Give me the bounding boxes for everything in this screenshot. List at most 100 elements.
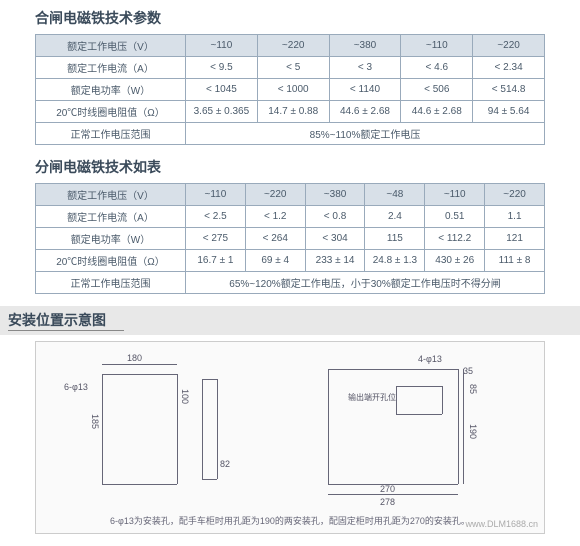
table-footer-row: 正常工作电压范围 65%~120%额定工作电压，小于30%额定工作电压时不得分闸 [36, 272, 545, 294]
col-header: ~380 [329, 35, 401, 57]
dim-label: 35 [463, 366, 473, 376]
table-cell: 2.4 [365, 206, 425, 228]
dim-label: 185 [90, 414, 100, 429]
closing-title: 合闸电磁铁技术参数 [35, 8, 545, 28]
table-cell: < 506 [401, 79, 473, 101]
diagram-banner-title: 安装位置示意图 [8, 310, 124, 331]
hole-label: 6-φ13 [64, 382, 88, 392]
col-header: ~48 [365, 184, 425, 206]
col-header: ~110 [401, 35, 473, 57]
table-cell: 69 ± 4 [245, 250, 305, 272]
dim-line [102, 374, 103, 484]
table-header-row: 额定工作电压（V） ~110 ~220 ~380 ~48 ~110 ~220 [36, 184, 545, 206]
table-cell: 233 ± 14 [305, 250, 365, 272]
table-cell: < 5 [257, 57, 329, 79]
table-cell: 115 [365, 228, 425, 250]
col-header: ~110 [186, 184, 246, 206]
table-cell: 94 ± 5.64 [473, 101, 545, 123]
dim-line [396, 386, 442, 387]
table-cell: 1.1 [485, 206, 545, 228]
table-row: 额定电功率（W）< 275< 264< 304115< 112.2121 [36, 228, 545, 250]
opening-section: 分闸电磁铁技术如表 额定工作电压（V） ~110 ~220 ~380 ~48 ~… [0, 149, 580, 298]
dim-line [396, 414, 442, 415]
dim-line [202, 379, 217, 380]
dim-line [202, 379, 203, 479]
table-cell: < 1045 [186, 79, 258, 101]
right-diagram: 输出端开孔位 4-φ13 270 278 190 85 35 [308, 354, 508, 504]
table-cell: 3.65 ± 0.365 [186, 101, 258, 123]
footer-label: 正常工作电压范围 [36, 272, 186, 294]
col-header: ~220 [473, 35, 545, 57]
table-cell: 0.51 [425, 206, 485, 228]
table-cell: 额定电功率（W） [36, 79, 186, 101]
left-diagram: 180 100 185 6-φ13 82 [72, 354, 252, 504]
col-header: 额定工作电压（V） [36, 184, 186, 206]
dim-label: 180 [127, 353, 142, 363]
table-cell: < 514.8 [473, 79, 545, 101]
dim-line [177, 374, 178, 484]
dim-line [217, 379, 218, 479]
slot-label: 输出端开孔位 [348, 392, 396, 403]
col-header: ~380 [305, 184, 365, 206]
dim-line [102, 364, 177, 365]
col-header: ~220 [485, 184, 545, 206]
table-cell: 14.7 ± 0.88 [257, 101, 329, 123]
table-row: 20℃时线圈电阻值（Ω）3.65 ± 0.36514.7 ± 0.8844.6 … [36, 101, 545, 123]
dim-label: 190 [468, 424, 478, 439]
table-cell: < 9.5 [186, 57, 258, 79]
dim-label: 100 [180, 389, 190, 404]
col-header: ~110 [186, 35, 258, 57]
table-cell: 111 ± 8 [485, 250, 545, 272]
table-cell: < 112.2 [425, 228, 485, 250]
dim-line [458, 369, 459, 484]
opening-table: 额定工作电压（V） ~110 ~220 ~380 ~48 ~110 ~220 额… [35, 183, 545, 294]
closing-table: 额定工作电压（V） ~110 ~220 ~380 ~110 ~220 额定工作电… [35, 34, 545, 145]
table-cell: 430 ± 26 [425, 250, 485, 272]
table-cell: 20℃时线圈电阻值（Ω） [36, 101, 186, 123]
dim-label: 82 [220, 459, 230, 469]
table-cell: < 3 [329, 57, 401, 79]
footer-value: 65%~120%额定工作电压，小于30%额定工作电压时不得分闸 [186, 272, 545, 294]
table-cell: < 304 [305, 228, 365, 250]
col-header: ~220 [257, 35, 329, 57]
dim-line [328, 369, 329, 484]
col-header: ~110 [425, 184, 485, 206]
col-header: ~220 [245, 184, 305, 206]
diagram-container: 180 100 185 6-φ13 82 输出端开孔位 [35, 341, 545, 534]
dim-line [202, 479, 217, 480]
table-row: 额定工作电流（A）< 2.5< 1.2< 0.82.40.511.1 [36, 206, 545, 228]
closing-section: 合闸电磁铁技术参数 额定工作电压（V） ~110 ~220 ~380 ~110 … [0, 0, 580, 149]
table-cell: 16.7 ± 1 [186, 250, 246, 272]
table-cell: 额定工作电流（A） [36, 206, 186, 228]
table-header-row: 额定工作电压（V） ~110 ~220 ~380 ~110 ~220 [36, 35, 545, 57]
table-cell: 24.8 ± 1.3 [365, 250, 425, 272]
table-row: 额定电功率（W）< 1045< 1000< 1140< 506< 514.8 [36, 79, 545, 101]
hole-label: 4-φ13 [418, 354, 442, 364]
table-cell: < 1.2 [245, 206, 305, 228]
table-cell: < 1140 [329, 79, 401, 101]
diagram-caption: 6-φ13为安装孔，配手车柜时用孔距为190的两安装孔，配固定柜时用孔距为270… [44, 514, 536, 527]
footer-value: 85%~110%额定工作电压 [186, 123, 545, 145]
dim-label: 278 [380, 497, 395, 507]
dim-line [328, 369, 458, 370]
dim-line [396, 386, 397, 414]
table-cell: < 4.6 [401, 57, 473, 79]
source-url: www.DLM1688.cn [465, 519, 538, 529]
dim-line [102, 374, 177, 375]
table-cell: < 264 [245, 228, 305, 250]
dim-label: 85 [468, 384, 478, 394]
table-cell: 44.6 ± 2.68 [329, 101, 401, 123]
table-cell: < 1000 [257, 79, 329, 101]
table-footer-row: 正常工作电压范围 85%~110%额定工作电压 [36, 123, 545, 145]
table-cell: 20℃时线圈电阻值（Ω） [36, 250, 186, 272]
dim-label: 270 [380, 484, 395, 494]
dim-line [442, 386, 443, 414]
table-cell: 额定工作电流（A） [36, 57, 186, 79]
table-row: 20℃时线圈电阻值（Ω）16.7 ± 169 ± 4233 ± 1424.8 ±… [36, 250, 545, 272]
dim-line [102, 484, 177, 485]
table-cell: 44.6 ± 2.68 [401, 101, 473, 123]
footer-label: 正常工作电压范围 [36, 123, 186, 145]
col-header: 额定工作电压（V） [36, 35, 186, 57]
dim-line [328, 494, 458, 495]
table-cell: 额定电功率（W） [36, 228, 186, 250]
